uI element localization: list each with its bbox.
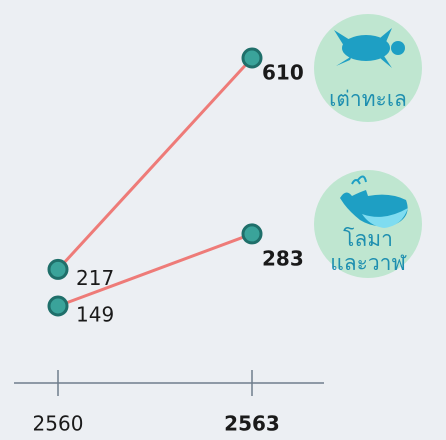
point	[243, 49, 261, 67]
series-label: และวาฬ	[330, 251, 406, 275]
point	[49, 260, 67, 278]
value-label: 149	[76, 303, 114, 327]
value-label: 610	[262, 61, 304, 85]
value-label: 283	[262, 246, 304, 270]
series-label: โลมา	[343, 227, 393, 251]
point	[243, 225, 261, 243]
chart: 25602563217610เต่าทะเล149283โลมาและวาฬ	[0, 0, 446, 440]
point	[49, 297, 67, 315]
x-tick-label: 2563	[224, 412, 280, 436]
x-tick-label: 2560	[33, 412, 84, 436]
series-label: เต่าทะเล	[329, 87, 407, 111]
